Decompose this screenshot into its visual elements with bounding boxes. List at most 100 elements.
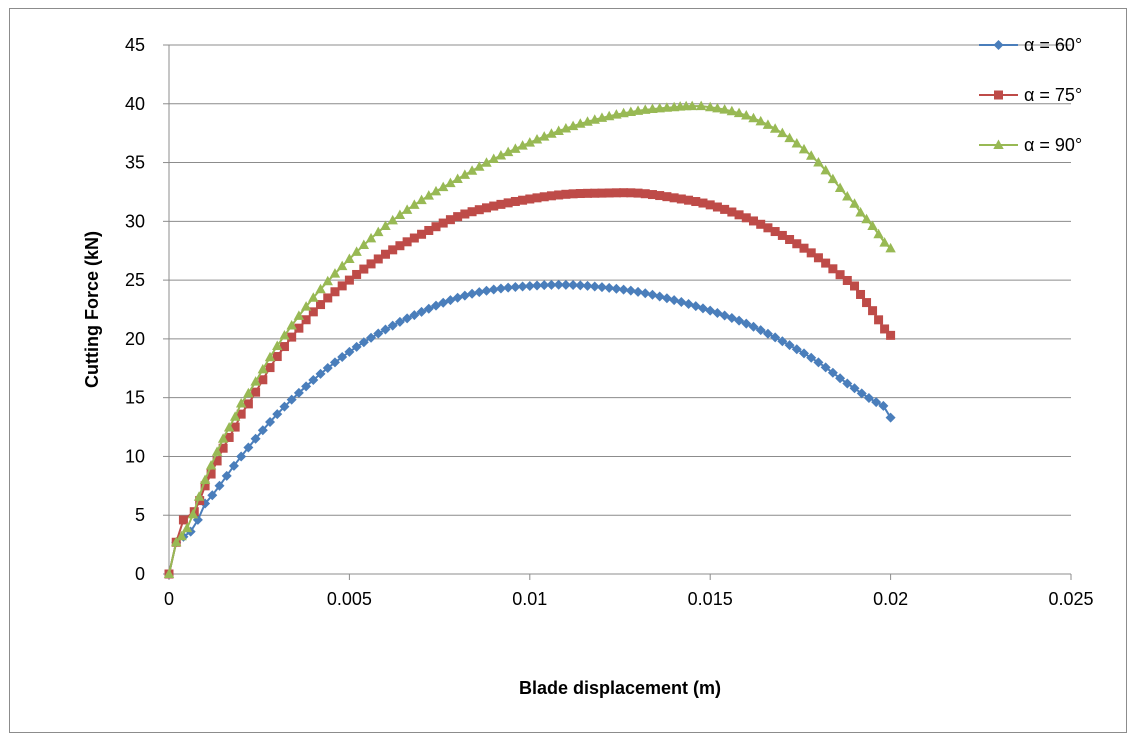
data-point [712, 102, 723, 113]
data-point [181, 522, 193, 533]
data-point [380, 324, 391, 335]
data-point [243, 442, 254, 453]
data-point [582, 280, 593, 291]
data-point [880, 324, 890, 334]
data-point [835, 270, 845, 280]
data-point [301, 315, 311, 325]
series [163, 100, 896, 579]
data-point [885, 412, 896, 423]
data-point [336, 260, 348, 271]
axes: 0 5 10 15 20 25 30 35 40 45 0 0.005 0.01 0.015 0.02 0.0… [125, 35, 1094, 609]
data-point [445, 177, 456, 188]
data-point [698, 198, 708, 208]
y-axis-title: Cutting Force (kN) [82, 231, 102, 388]
data-point [294, 323, 304, 333]
data-point [401, 204, 413, 214]
data-point [488, 153, 499, 164]
data-point [250, 433, 261, 444]
data-point [821, 258, 831, 268]
data-point [683, 299, 694, 310]
data-point [531, 134, 543, 144]
data-point [257, 425, 268, 436]
data-point [669, 193, 679, 203]
data-point [741, 213, 751, 223]
data-point [395, 241, 405, 251]
data-point [726, 105, 738, 116]
data-point [409, 233, 419, 243]
x-tick-label: 0.02 [873, 589, 908, 609]
data-point [300, 301, 312, 311]
data-point [453, 212, 463, 222]
data-point [257, 363, 269, 374]
data-point [828, 264, 838, 274]
data-point [770, 332, 781, 343]
data-point [217, 433, 229, 443]
data-point [719, 104, 730, 114]
data-point [373, 328, 384, 339]
data-point [308, 375, 319, 386]
data-point [199, 474, 211, 484]
data-point [352, 269, 362, 279]
data-point [820, 164, 831, 175]
x-axis-title: Blade displacement (m) [519, 678, 721, 698]
y-tick-label: 25 [125, 270, 145, 290]
data-point [308, 307, 318, 317]
x-tick-label: 0 [164, 589, 174, 609]
data-point [351, 246, 362, 256]
data-point [806, 248, 816, 258]
data-point [874, 315, 884, 325]
data-point [575, 280, 586, 291]
data-point [867, 220, 878, 231]
data-point [798, 143, 810, 154]
data-point [502, 146, 514, 157]
data-point [712, 202, 722, 212]
data-point [221, 470, 232, 481]
data-point [293, 387, 304, 398]
data-point [251, 387, 261, 397]
data-point [482, 203, 492, 213]
data-point [777, 336, 788, 347]
data-point [510, 282, 521, 293]
data-point [748, 321, 759, 332]
data-point [402, 237, 412, 247]
data-point [770, 227, 780, 237]
y-tick-label: 40 [125, 94, 145, 114]
data-point [438, 181, 449, 192]
legend-marker [994, 90, 1003, 100]
data-point [625, 285, 636, 296]
data-point [518, 195, 528, 205]
data-point [264, 351, 276, 362]
data-point [532, 280, 543, 291]
data-point [878, 400, 889, 411]
data-point [532, 193, 542, 203]
data-point [618, 284, 629, 295]
data-point [791, 138, 802, 148]
series-diamond [164, 279, 896, 579]
data-point [827, 367, 838, 378]
data-point [187, 508, 199, 519]
data-point [445, 215, 455, 225]
data-point [575, 189, 585, 199]
data-point [193, 491, 205, 501]
data-point [863, 392, 874, 403]
data-point [691, 197, 701, 207]
data-point [250, 376, 261, 386]
data-point [568, 280, 579, 291]
data-point [272, 352, 282, 362]
data-point [799, 243, 809, 253]
data-point [171, 536, 182, 547]
data-point [633, 188, 643, 198]
data-point [762, 119, 774, 129]
data-point [763, 223, 773, 233]
data-point [676, 297, 687, 308]
data-point [517, 140, 528, 150]
data-point [640, 104, 651, 114]
data-point [481, 285, 492, 296]
y-tick-label: 5 [135, 505, 145, 525]
data-point [855, 207, 866, 217]
data-point [329, 268, 341, 278]
data-point [524, 280, 535, 291]
legend-entry: α = 75° [979, 85, 1082, 105]
data-point [596, 282, 607, 293]
data-point [430, 300, 441, 311]
